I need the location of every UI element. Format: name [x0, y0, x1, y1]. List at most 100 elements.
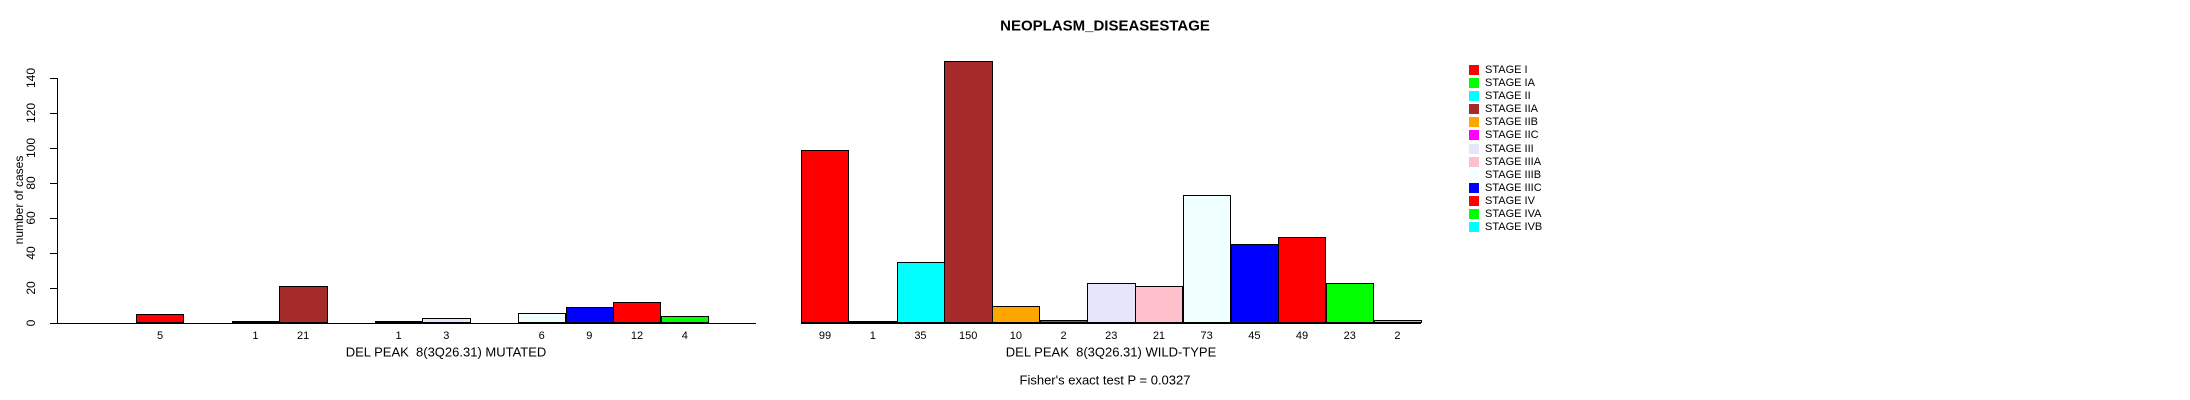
y-axis-tick-label: 100	[24, 137, 38, 159]
y-axis-tick	[50, 253, 57, 254]
bar-wild-type-stage-i	[801, 149, 850, 323]
legend-label-stage-iva: STAGE IVA	[1485, 208, 1542, 221]
legend-label-stage-iiia: STAGE IIIA	[1485, 155, 1542, 168]
bar-value-mutated-stage-ii: 1	[252, 330, 259, 342]
legend-label-stage-iiic: STAGE IIIC	[1485, 181, 1542, 194]
y-axis-tick	[50, 113, 57, 114]
chart-title: NEOPLASM_DISEASESTAGE	[1000, 17, 1210, 35]
x-axis-label-mutated: DEL PEAK 8(3Q26.31) MUTATED	[345, 344, 547, 360]
legend-swatch-stage-iiia	[1469, 156, 1479, 167]
bar-mutated-stage-iv	[613, 302, 662, 323]
y-axis-line	[57, 78, 58, 324]
legend-item-stage-iii: STAGE III	[1469, 142, 1589, 155]
bar-mutated-stage-iva	[660, 316, 710, 323]
bar-wild-type-stage-iiib	[1182, 195, 1232, 323]
legend-item-stage-i: STAGE I	[1469, 63, 1589, 76]
legend-item-stage-iib: STAGE IIB	[1469, 116, 1589, 129]
y-axis-tick-label: 60	[24, 211, 38, 225]
legend-item-stage-iiic: STAGE IIIC	[1469, 181, 1589, 194]
legend-swatch-stage-iva	[1469, 209, 1479, 220]
legend-label-stage-iv: STAGE IV	[1485, 194, 1535, 207]
bar-wild-type-stage-iv	[1278, 237, 1327, 323]
legend-item-stage-iv: STAGE IV	[1469, 194, 1589, 207]
y-axis-tick	[50, 78, 57, 79]
legend-label-stage-ivb: STAGE IVB	[1485, 221, 1543, 234]
legend-item-stage-iic: STAGE IIC	[1469, 129, 1589, 142]
bar-wild-type-stage-ii	[896, 261, 945, 323]
bar-wild-type-stage-iib	[992, 305, 1041, 323]
bar-value-wild-type-stage-iiia: 21	[1152, 330, 1166, 342]
y-axis-tick-label: 140	[24, 67, 38, 89]
legend-swatch-stage-ii	[1469, 91, 1479, 102]
bar-value-wild-type-stage-i: 99	[818, 330, 832, 342]
legend-label-stage-iii: STAGE III	[1485, 142, 1534, 155]
bar-wild-type-stage-iia	[944, 60, 993, 323]
bar-mutated-stage-ii	[231, 321, 280, 323]
bar-wild-type-stage-iic	[1039, 319, 1088, 323]
bar-wild-type-stage-ia	[848, 321, 898, 323]
bar-value-mutated-stage-iiic: 9	[586, 330, 593, 342]
y-axis-tick-label: 40	[24, 246, 38, 260]
legend-swatch-stage-ivb	[1469, 222, 1479, 233]
legend-label-stage-iiib: STAGE IIIB	[1485, 168, 1542, 181]
legend-label-stage-i: STAGE I	[1485, 63, 1528, 76]
legend-label-stage-iic: STAGE IIC	[1485, 129, 1539, 142]
x-baseline-wild-type	[801, 323, 1421, 324]
legend-swatch-stage-iib	[1469, 117, 1479, 128]
y-axis-tick	[50, 183, 57, 184]
bar-wild-type-stage-iva	[1325, 282, 1375, 323]
legend-swatch-stage-iiic	[1469, 182, 1479, 193]
y-axis-tick	[50, 218, 57, 219]
legend-item-stage-iiib: STAGE IIIB	[1469, 168, 1589, 181]
legend-item-stage-ia: STAGE IA	[1469, 77, 1589, 90]
legend-item-stage-iva: STAGE IVA	[1469, 208, 1589, 221]
bar-value-wild-type-stage-ivb: 2	[1394, 330, 1401, 342]
bar-value-wild-type-stage-ia: 1	[869, 330, 876, 342]
y-axis-tick-label: 80	[24, 176, 38, 190]
bar-value-wild-type-stage-iia: 150	[958, 330, 978, 342]
legend-swatch-stage-iia	[1469, 104, 1479, 115]
legend-label-stage-ia: STAGE IA	[1485, 77, 1535, 90]
bar-value-wild-type-stage-ii: 35	[914, 330, 927, 342]
bar-value-mutated-stage-iva: 4	[681, 330, 688, 342]
bar-value-mutated-stage-i: 5	[156, 330, 164, 342]
bar-value-wild-type-stage-iiic: 45	[1248, 330, 1261, 342]
bar-wild-type-stage-ivb	[1373, 319, 1422, 323]
bar-mutated-stage-i	[136, 314, 185, 323]
y-axis-tick-label: 120	[24, 102, 38, 124]
x-axis-label-wild-type: DEL PEAK 8(3Q26.31) WILD-TYPE	[1005, 344, 1217, 360]
bar-mutated-stage-iic	[374, 321, 423, 323]
y-axis-tick	[50, 323, 57, 324]
y-axis-tick	[50, 288, 57, 289]
bar-wild-type-stage-iiia	[1135, 286, 1184, 323]
legend-item-stage-iiia: STAGE IIIA	[1469, 155, 1589, 168]
legend-item-stage-ii: STAGE II	[1469, 90, 1589, 103]
bar-value-mutated-stage-iii: 3	[443, 330, 450, 342]
x-baseline-mutated	[57, 323, 756, 324]
bar-mutated-stage-iia	[279, 286, 328, 323]
footnote-fisher-test: Fisher's exact test P = 0.0327	[1019, 372, 1191, 388]
legend-label-stage-ii: STAGE II	[1485, 90, 1531, 103]
y-axis-tick-label: 20	[24, 281, 38, 295]
legend-label-stage-iia: STAGE IIA	[1485, 103, 1538, 116]
bar-value-wild-type-stage-iic: 2	[1060, 330, 1067, 342]
legend-swatch-stage-i	[1469, 64, 1479, 75]
bar-value-mutated-stage-iiib: 6	[538, 330, 545, 342]
bar-mutated-stage-iii	[422, 317, 471, 323]
legend-swatch-stage-iii	[1469, 143, 1479, 154]
bar-value-mutated-stage-iia: 21	[297, 330, 310, 342]
legend-item-stage-iia: STAGE IIA	[1469, 103, 1589, 116]
bar-mutated-stage-iiib	[517, 312, 567, 323]
legend-swatch-stage-ia	[1469, 78, 1479, 89]
legend-item-stage-ivb: STAGE IVB	[1469, 221, 1589, 234]
legend-swatch-stage-iiib	[1469, 169, 1479, 180]
bar-value-wild-type-stage-iib: 10	[1009, 330, 1022, 342]
bar-wild-type-stage-iiic	[1230, 244, 1279, 323]
bar-value-mutated-stage-iic: 1	[395, 330, 402, 342]
y-axis-title: number of cases	[12, 155, 26, 245]
y-axis-tick-label: 0	[24, 319, 38, 327]
bar-value-wild-type-stage-iii: 23	[1105, 330, 1118, 342]
y-axis-tick	[50, 148, 57, 149]
bar-wild-type-stage-iii	[1087, 282, 1136, 323]
